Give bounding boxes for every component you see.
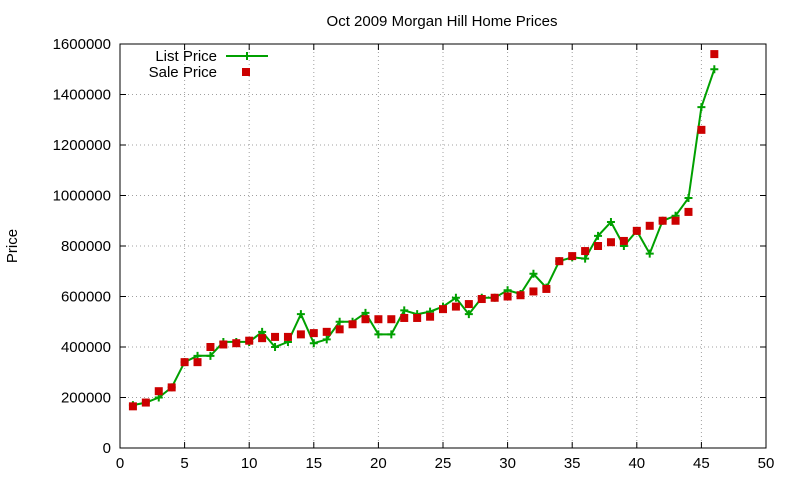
- y-axis-label: Price: [4, 229, 21, 263]
- sale-price-point: [439, 305, 447, 314]
- y-tick-label: 1600000: [53, 36, 111, 53]
- sale-price-point: [555, 257, 564, 266]
- list-price-point: [594, 231, 603, 240]
- sale-price-point: [658, 216, 667, 225]
- list-price-line: [132, 68, 716, 407]
- list-price-point: [400, 306, 409, 315]
- legend-marker-sale: [242, 68, 250, 76]
- sale-price-point: [606, 238, 615, 247]
- x-tick-label: 45: [693, 455, 710, 472]
- y-tick-label: 1000000: [53, 188, 111, 205]
- legend-label-sale: Sale Price: [149, 64, 217, 81]
- sale-price-point: [271, 332, 280, 341]
- x-tick-label: 40: [628, 455, 645, 472]
- y-tick-label: 0: [103, 440, 111, 457]
- sale-price-point: [193, 358, 202, 367]
- x-tick-label: 50: [758, 455, 775, 472]
- sale-price-point: [245, 336, 254, 345]
- sale-price-point: [374, 315, 383, 324]
- list-price-point: [710, 65, 719, 74]
- sale-price-point: [529, 287, 538, 296]
- sale-price-point: [697, 125, 706, 134]
- list-price-point: [464, 310, 473, 319]
- legend-label-list: List Price: [155, 48, 217, 65]
- sale-price-point: [219, 340, 228, 349]
- sale-price-point: [516, 291, 525, 300]
- sale-price-series: [128, 50, 719, 411]
- sale-price-point: [645, 221, 654, 230]
- list-price-series: [128, 65, 719, 410]
- sale-price-point: [594, 242, 603, 250]
- list-price-point: [606, 218, 615, 227]
- sale-price-point: [413, 313, 422, 322]
- list-price-point: [684, 194, 693, 203]
- sale-price-point: [387, 315, 396, 324]
- sale-price-point: [671, 216, 680, 225]
- y-tick-label: 800000: [61, 238, 111, 255]
- list-price-point: [322, 335, 331, 344]
- sale-price-point: [128, 402, 137, 411]
- sale-price-point: [503, 292, 512, 301]
- sale-price-point: [619, 236, 628, 245]
- chart-title: Oct 2009 Morgan Hill Home Prices: [327, 13, 558, 30]
- y-tick-label: 200000: [61, 390, 111, 407]
- sale-price-point: [206, 343, 215, 351]
- sale-price-point: [400, 313, 409, 322]
- list-price-point: [374, 330, 383, 339]
- y-tick-label: 1400000: [53, 87, 111, 104]
- list-price-point: [309, 339, 318, 348]
- legend-marker-list: [243, 52, 251, 60]
- list-price-point: [581, 254, 590, 263]
- list-price-point: [451, 293, 460, 302]
- sale-price-point: [632, 226, 641, 235]
- x-tick-label: 5: [180, 455, 188, 472]
- list-price-point: [335, 317, 344, 326]
- x-tick-label: 0: [116, 455, 124, 472]
- sale-price-point: [232, 339, 241, 348]
- x-tick-label: 25: [435, 455, 452, 472]
- sale-price-point: [710, 50, 719, 59]
- list-price-point: [529, 269, 538, 278]
- list-price-point: [271, 343, 280, 351]
- sale-price-point: [361, 315, 370, 324]
- sale-price-point: [296, 330, 305, 339]
- legend: List Price Sale Price: [149, 48, 268, 81]
- list-price-point: [387, 330, 396, 339]
- y-tick-label: 600000: [61, 289, 111, 306]
- sale-price-point: [335, 325, 344, 334]
- y-tick-label: 400000: [61, 339, 111, 356]
- sale-price-point: [141, 398, 150, 407]
- list-price-point: [697, 103, 706, 112]
- sale-price-point: [684, 207, 693, 216]
- sale-price-point: [180, 358, 189, 367]
- x-tick-label: 20: [370, 455, 387, 472]
- x-tick-label: 30: [499, 455, 516, 472]
- sale-price-point: [451, 302, 460, 311]
- axis-ticks: [119, 43, 767, 449]
- sale-price-point: [283, 332, 292, 341]
- sale-price-point: [426, 312, 435, 321]
- grid-lines: [120, 44, 766, 448]
- sale-price-point: [309, 329, 318, 338]
- list-price-point: [296, 310, 305, 319]
- x-tick-label: 15: [305, 455, 322, 472]
- list-price-point: [206, 351, 215, 360]
- sale-price-point: [581, 247, 590, 256]
- sale-price-point: [464, 300, 473, 309]
- sale-price-point: [258, 334, 267, 343]
- x-tick-label: 10: [241, 455, 258, 472]
- sale-price-point: [477, 295, 486, 304]
- x-tick-label: 35: [564, 455, 581, 472]
- sale-price-point: [542, 284, 551, 293]
- sale-price-point: [167, 383, 176, 392]
- sale-price-point: [568, 252, 577, 261]
- list-price-point: [645, 249, 654, 258]
- sale-price-point: [322, 327, 331, 336]
- sale-price-point: [490, 293, 499, 302]
- sale-price-point: [154, 387, 163, 396]
- sale-price-point: [348, 320, 357, 329]
- y-tick-label: 1200000: [53, 137, 111, 154]
